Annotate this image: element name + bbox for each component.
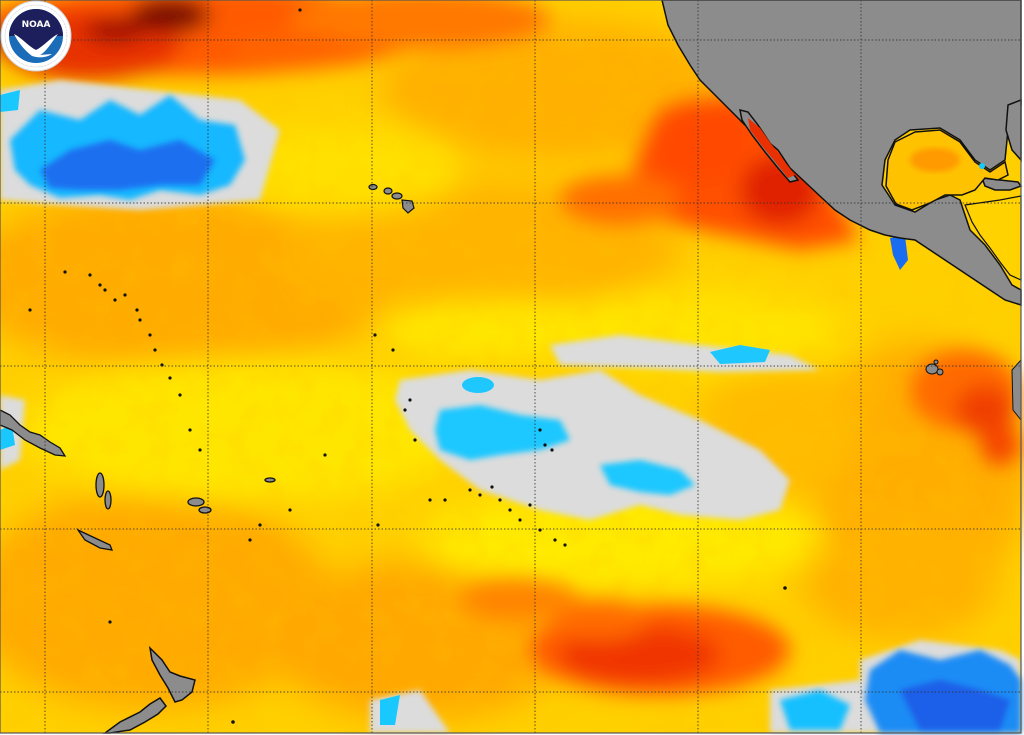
land-new-zealand [102, 645, 196, 734]
atolls [28, 8, 787, 724]
gulf-of-mexico [885, 129, 1022, 281]
gulf-of-california [748, 118, 795, 178]
mexico-coast-hot [560, 90, 860, 250]
land-south-america [1011, 358, 1022, 422]
land-melanesia [0, 409, 276, 551]
logo-text: NOAA [22, 20, 51, 30]
noaa-logo: NOAA [0, 0, 72, 72]
cool-anomaly [0, 90, 1021, 733]
south-pacific-hot [460, 580, 790, 695]
